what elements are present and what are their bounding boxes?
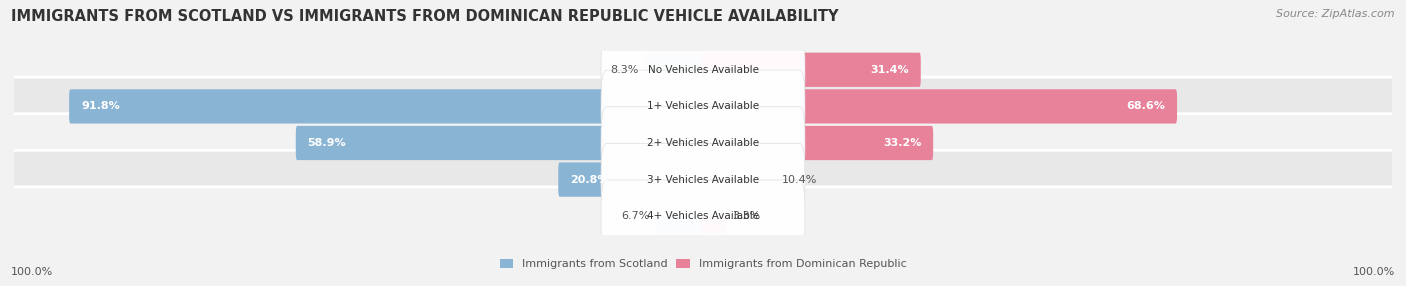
Text: 1+ Vehicles Available: 1+ Vehicles Available	[647, 102, 759, 111]
Text: 4+ Vehicles Available: 4+ Vehicles Available	[647, 211, 759, 221]
Text: IMMIGRANTS FROM SCOTLAND VS IMMIGRANTS FROM DOMINICAN REPUBLIC VEHICLE AVAILABIL: IMMIGRANTS FROM SCOTLAND VS IMMIGRANTS F…	[11, 9, 839, 23]
Text: 100.0%: 100.0%	[1353, 267, 1395, 277]
Text: 3+ Vehicles Available: 3+ Vehicles Available	[647, 175, 759, 184]
FancyBboxPatch shape	[644, 53, 704, 87]
FancyBboxPatch shape	[702, 89, 1177, 124]
FancyBboxPatch shape	[702, 126, 934, 160]
FancyBboxPatch shape	[702, 53, 921, 87]
FancyBboxPatch shape	[600, 107, 806, 179]
Text: 2+ Vehicles Available: 2+ Vehicles Available	[647, 138, 759, 148]
FancyBboxPatch shape	[600, 180, 806, 253]
Text: 10.4%: 10.4%	[782, 175, 817, 184]
Text: 91.8%: 91.8%	[82, 102, 120, 111]
Text: 6.7%: 6.7%	[621, 211, 650, 221]
Legend: Immigrants from Scotland, Immigrants from Dominican Republic: Immigrants from Scotland, Immigrants fro…	[499, 259, 907, 269]
Text: 31.4%: 31.4%	[870, 65, 910, 75]
Text: Source: ZipAtlas.com: Source: ZipAtlas.com	[1277, 9, 1395, 19]
FancyBboxPatch shape	[600, 33, 806, 106]
FancyBboxPatch shape	[13, 187, 1393, 245]
FancyBboxPatch shape	[702, 162, 776, 197]
FancyBboxPatch shape	[600, 143, 806, 216]
FancyBboxPatch shape	[13, 41, 1393, 99]
FancyBboxPatch shape	[600, 70, 806, 143]
FancyBboxPatch shape	[69, 89, 704, 124]
Text: 68.6%: 68.6%	[1126, 102, 1166, 111]
Text: 58.9%: 58.9%	[308, 138, 346, 148]
Text: 100.0%: 100.0%	[11, 267, 53, 277]
Text: 33.2%: 33.2%	[883, 138, 921, 148]
Text: 3.3%: 3.3%	[733, 211, 761, 221]
FancyBboxPatch shape	[702, 199, 727, 233]
FancyBboxPatch shape	[13, 114, 1393, 172]
Text: 8.3%: 8.3%	[610, 65, 638, 75]
Text: 20.8%: 20.8%	[569, 175, 609, 184]
Text: No Vehicles Available: No Vehicles Available	[648, 65, 758, 75]
FancyBboxPatch shape	[655, 199, 704, 233]
FancyBboxPatch shape	[13, 150, 1393, 209]
FancyBboxPatch shape	[295, 126, 704, 160]
FancyBboxPatch shape	[558, 162, 704, 197]
FancyBboxPatch shape	[13, 77, 1393, 136]
